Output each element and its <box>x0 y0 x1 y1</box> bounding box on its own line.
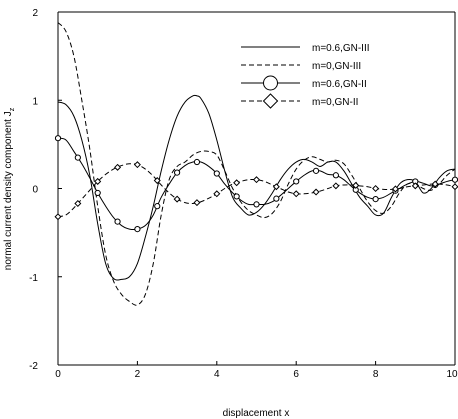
x-tick-label: 2 <box>135 369 141 380</box>
circle-marker <box>154 203 161 210</box>
x-tick-label: 4 <box>214 369 220 380</box>
diamond-marker <box>233 179 241 187</box>
diamond-marker <box>173 195 181 203</box>
circle-marker <box>94 189 101 197</box>
diamond-marker <box>133 161 141 169</box>
circle-marker <box>372 195 379 203</box>
y-tick-label: 1 <box>32 96 38 107</box>
diamond-marker <box>272 183 280 191</box>
circle-marker <box>114 218 121 225</box>
circle-marker <box>213 170 220 177</box>
circle-marker <box>312 167 320 174</box>
legend-label-3: m=0.6,GN-II <box>312 79 367 90</box>
series-line-2 <box>57 22 456 306</box>
y-axis-label-subscript: z <box>9 107 16 111</box>
markers-group <box>54 135 458 233</box>
circle-marker <box>233 193 240 200</box>
y-axis-label-main: normal current density component J <box>3 111 14 270</box>
circle-marker <box>293 178 300 185</box>
diamond-marker <box>372 184 380 193</box>
x-tick-label: 6 <box>293 369 299 380</box>
x-tick-label: 8 <box>373 369 379 380</box>
x-tick-label: 10 <box>446 369 458 380</box>
y-tick-label: 0 <box>32 185 38 196</box>
legend-label-2: m=0,GN-III <box>312 61 361 72</box>
diamond-marker <box>114 163 122 171</box>
legend-label-4: m=0,GN-II <box>312 97 358 108</box>
y-tick-label: -1 <box>29 273 38 284</box>
diamond-marker <box>431 180 439 188</box>
diamond-marker <box>391 185 399 193</box>
axis-ticks: 0 2 4 6 8 10 -2 -1 0 1 2 <box>29 8 458 380</box>
diamond-marker <box>94 177 102 185</box>
y-tick-label: -2 <box>29 361 38 372</box>
x-axis-label: displacement x <box>223 408 290 419</box>
legend: m=0.6,GN-III m=0,GN-III m=0.6,GN-II m=0,GN-… <box>241 43 370 109</box>
circle-marker <box>253 201 260 208</box>
diamond-marker <box>193 199 201 207</box>
diamond-marker <box>332 182 340 190</box>
diamond-marker <box>312 188 320 196</box>
diamond-marker <box>54 213 62 221</box>
diamond-marker <box>292 190 300 198</box>
circle-marker <box>451 176 458 183</box>
circle-marker <box>54 135 62 142</box>
diamond-marker <box>411 182 419 190</box>
circle-marker <box>332 172 339 179</box>
legend-label-1: m=0.6,GN-III <box>312 43 370 54</box>
diamond-marker <box>352 181 360 189</box>
diamond-marker <box>451 183 458 191</box>
circle-marker <box>174 169 181 176</box>
diamond-marker <box>153 177 161 185</box>
circle-marker <box>134 225 141 233</box>
y-tick-label: 2 <box>32 8 38 19</box>
diamond-marker <box>252 176 261 184</box>
circle-marker <box>193 158 201 166</box>
x-tick-label: 0 <box>55 369 61 380</box>
diamond-marker <box>213 190 221 198</box>
y-axis-label: normal current density component Jz <box>3 107 16 270</box>
diamond-marker <box>74 199 82 208</box>
series-line-1 <box>57 94 456 281</box>
legend-circle-marker <box>263 75 278 91</box>
legend-diamond-marker <box>262 93 279 109</box>
series-line-3 <box>57 137 456 231</box>
circle-marker <box>74 154 81 161</box>
circle-marker <box>273 195 280 202</box>
